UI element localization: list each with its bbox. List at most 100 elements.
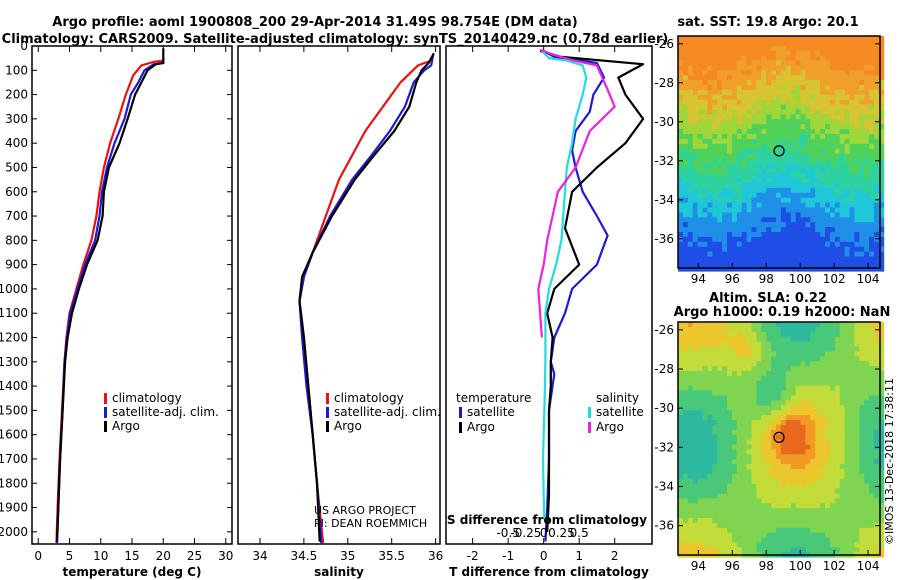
map-cell — [707, 351, 713, 357]
map-cell — [869, 375, 875, 382]
map-cell — [790, 459, 796, 465]
map-cell — [805, 178, 811, 184]
map-cell — [682, 202, 689, 208]
map-cell — [805, 498, 811, 504]
map-cell — [736, 429, 743, 436]
map-cell — [741, 36, 747, 42]
map-cell — [712, 371, 718, 377]
map-cell — [761, 178, 767, 184]
map-cell — [800, 45, 806, 52]
map-cell — [771, 326, 777, 333]
map-cell — [810, 138, 816, 145]
map-cell — [761, 94, 767, 101]
map-cell — [839, 331, 845, 338]
map-cell — [825, 232, 831, 238]
map-cell — [825, 251, 831, 257]
map-cell — [741, 104, 747, 110]
map-cell — [859, 493, 865, 499]
map-cell — [722, 498, 728, 504]
map-cell — [707, 532, 713, 538]
map-cell — [682, 478, 689, 485]
map-cell — [839, 75, 845, 81]
map-cell — [776, 518, 782, 524]
map-cell — [839, 50, 845, 56]
map-cell — [678, 183, 684, 189]
map-cell — [849, 36, 855, 42]
map-cell — [810, 183, 816, 189]
map-cell — [736, 158, 743, 164]
map-cell — [874, 547, 880, 553]
map-cell — [849, 513, 855, 519]
map-cell — [800, 449, 806, 455]
map-cell — [815, 163, 821, 169]
map-cell — [776, 192, 782, 199]
map-cell — [736, 266, 743, 272]
map-cell — [717, 469, 723, 475]
map-cell — [820, 55, 826, 61]
map-cell — [834, 40, 841, 47]
map-cell — [810, 547, 816, 553]
map-cell — [741, 236, 747, 243]
map-cell — [776, 322, 782, 328]
map-cell — [810, 478, 816, 485]
map-cell — [785, 518, 792, 524]
map-cell — [844, 375, 850, 382]
map-cell — [839, 251, 845, 257]
map-cell — [766, 212, 772, 218]
map-cell — [687, 366, 694, 372]
map-cell — [687, 415, 694, 421]
map-cell — [731, 341, 738, 347]
map-cell — [771, 217, 777, 223]
map-cell — [839, 246, 845, 252]
map-cell — [736, 114, 743, 120]
map-cell — [805, 395, 811, 401]
map-cell — [692, 36, 698, 42]
map-cell — [731, 45, 738, 52]
map-cell — [869, 341, 875, 347]
map-cell — [771, 522, 777, 529]
map-cell — [761, 375, 767, 382]
map-cell — [795, 405, 801, 411]
map-cell — [780, 168, 787, 174]
map-cell — [776, 366, 782, 372]
map-cell — [678, 50, 684, 56]
map-cell — [741, 444, 747, 450]
map-cell — [834, 400, 841, 406]
map-cell — [849, 478, 855, 485]
map-cell — [874, 266, 880, 272]
map-cell — [849, 202, 855, 208]
map-cell — [820, 183, 826, 189]
map-cell — [756, 488, 762, 494]
map-cell — [682, 518, 689, 524]
map-cell — [878, 459, 885, 465]
map-cell — [834, 45, 841, 52]
map-cell — [869, 346, 875, 352]
map-cell — [780, 371, 787, 377]
map-cell — [844, 385, 850, 391]
map-cell — [825, 129, 831, 135]
map-cell — [785, 75, 792, 81]
map-cell — [741, 85, 747, 91]
map-cell — [815, 261, 821, 267]
map-cell — [697, 454, 703, 460]
map-cell — [864, 371, 870, 377]
map-cell — [839, 473, 845, 480]
map-cell — [864, 518, 870, 524]
map-cell — [731, 527, 738, 534]
map-cell — [878, 527, 885, 534]
map-cell — [678, 371, 684, 377]
map-cell — [825, 513, 831, 519]
map-cell — [854, 99, 860, 105]
map-cell — [854, 513, 860, 519]
map-cell — [761, 192, 767, 199]
map-cell — [800, 405, 806, 411]
map-cell — [712, 488, 718, 494]
map-cell — [825, 469, 831, 475]
map-cell — [844, 183, 850, 189]
map-cell — [761, 183, 767, 189]
map-cell — [687, 187, 694, 194]
map-cell — [815, 390, 821, 396]
map-cell — [756, 129, 762, 135]
map-cell — [878, 163, 885, 169]
map-cell — [766, 89, 772, 96]
